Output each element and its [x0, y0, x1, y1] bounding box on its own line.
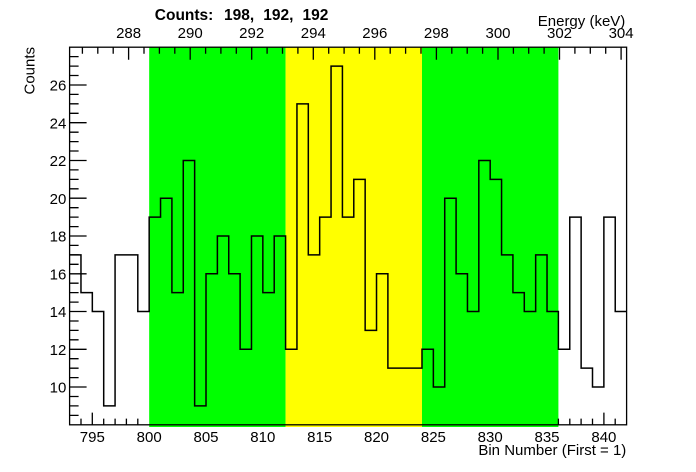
svg-text:835: 835 — [534, 429, 559, 446]
svg-text:18: 18 — [50, 229, 67, 246]
svg-text:296: 296 — [362, 25, 387, 42]
svg-text:805: 805 — [193, 429, 218, 446]
svg-text:20: 20 — [50, 191, 67, 208]
svg-text:840: 840 — [591, 429, 616, 446]
svg-text:288: 288 — [116, 25, 141, 42]
svg-text:298: 298 — [424, 25, 449, 42]
svg-text:192,: 192, — [263, 7, 293, 24]
svg-text:16: 16 — [50, 267, 67, 284]
svg-text:800: 800 — [137, 429, 162, 446]
svg-text:14: 14 — [50, 304, 67, 321]
svg-text:810: 810 — [250, 429, 275, 446]
svg-text:10: 10 — [50, 380, 67, 397]
svg-text:294: 294 — [301, 25, 326, 42]
svg-text:302: 302 — [547, 25, 572, 42]
svg-text:300: 300 — [485, 25, 510, 42]
svg-text:Counts:: Counts: — [155, 7, 214, 24]
svg-text:290: 290 — [178, 25, 203, 42]
svg-text:815: 815 — [307, 429, 332, 446]
svg-text:830: 830 — [478, 429, 503, 446]
svg-text:304: 304 — [609, 25, 634, 42]
svg-text:795: 795 — [80, 429, 105, 446]
svg-text:820: 820 — [364, 429, 389, 446]
svg-text:Counts: Counts — [21, 47, 38, 95]
svg-text:192: 192 — [303, 7, 329, 24]
svg-text:825: 825 — [421, 429, 446, 446]
svg-text:26: 26 — [50, 78, 67, 95]
svg-text:292: 292 — [239, 25, 264, 42]
svg-text:22: 22 — [50, 153, 67, 170]
svg-text:12: 12 — [50, 342, 67, 359]
svg-text:Bin Number (First = 1): Bin Number (First = 1) — [478, 442, 626, 459]
svg-text:198,: 198, — [224, 7, 254, 24]
svg-text:24: 24 — [50, 115, 67, 132]
svg-text:Energy (keV): Energy (keV) — [538, 13, 626, 30]
